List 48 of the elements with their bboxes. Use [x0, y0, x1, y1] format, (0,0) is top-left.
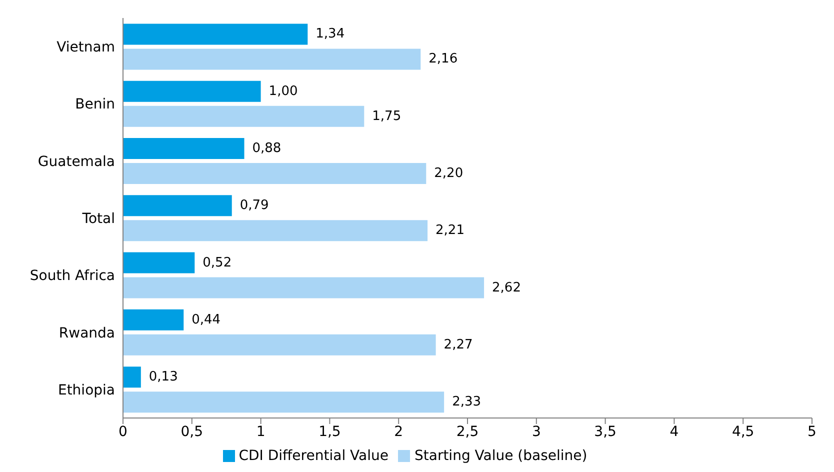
y-tick-label: Rwanda — [58, 325, 115, 342]
x-tick-label: 2,5 — [456, 424, 479, 440]
bar — [123, 138, 244, 159]
x-tick-label: 1,5 — [318, 424, 341, 440]
x-tick-label: 2 — [394, 424, 404, 440]
data-label: 1,75 — [372, 108, 402, 124]
bar — [123, 334, 436, 356]
x-tick-label: 0,5 — [180, 424, 204, 440]
data-label: 2,20 — [434, 166, 464, 181]
x-tick-label: 5 — [808, 424, 816, 440]
data-label: 2,16 — [428, 52, 458, 67]
bar — [123, 392, 444, 413]
x-tick-label: 4 — [670, 424, 679, 440]
y-tick-label: Benin — [75, 96, 115, 113]
data-label: 0,52 — [202, 255, 232, 270]
y-tick-label: South Africa — [30, 268, 115, 284]
x-tick-label: 0 — [118, 424, 128, 440]
x-tick-label: 1 — [256, 424, 266, 440]
bar — [123, 277, 484, 298]
y-tick-label: Vietnam — [56, 40, 115, 56]
data-label: 0,13 — [148, 370, 178, 385]
bar — [123, 163, 426, 184]
data-label: 1,00 — [268, 84, 298, 99]
bar — [123, 220, 428, 242]
bar — [123, 309, 184, 330]
bar — [123, 366, 141, 388]
x-tick-label: 3 — [532, 424, 541, 440]
bar — [123, 195, 232, 216]
data-label: 1,34 — [316, 26, 345, 42]
data-label: 2,33 — [452, 394, 482, 410]
bar — [123, 80, 261, 102]
legend-label: Starting Value (baseline) — [414, 448, 588, 464]
bar — [123, 48, 421, 70]
y-tick-label: Guatemala — [38, 154, 115, 170]
bar — [123, 106, 364, 127]
data-label: 0,44 — [192, 312, 221, 328]
bar — [123, 24, 308, 45]
x-tick-label: 4,5 — [732, 424, 754, 440]
bar — [123, 252, 195, 274]
x-tick-label: 3,5 — [594, 424, 616, 440]
y-tick-label: Total — [81, 210, 115, 227]
data-label: 2,21 — [436, 223, 464, 238]
data-label: 2,27 — [444, 337, 473, 352]
data-label: 0,79 — [240, 198, 269, 214]
data-label: 0,88 — [252, 141, 282, 156]
legend-label: CDI Differential Value — [238, 448, 388, 464]
data-label: 2,62 — [492, 280, 521, 296]
y-tick-label: Ethiopia — [58, 382, 115, 398]
